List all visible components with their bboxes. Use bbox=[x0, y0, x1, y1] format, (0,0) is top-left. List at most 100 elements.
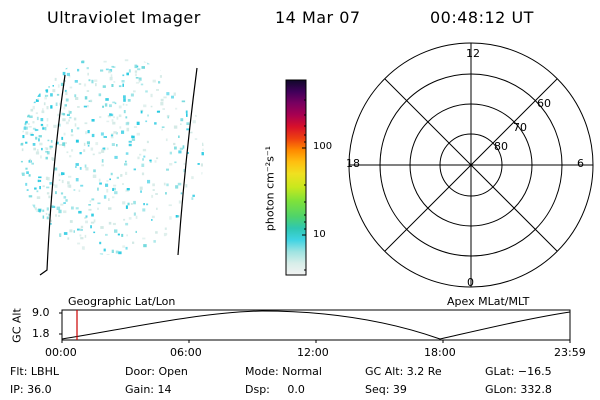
emission-speckle bbox=[57, 113, 60, 117]
emission-speckle bbox=[152, 189, 155, 191]
emission-speckle bbox=[23, 220, 26, 224]
emission-speckle bbox=[35, 59, 39, 63]
meridian-line-right bbox=[177, 67, 198, 256]
emission-speckle bbox=[110, 172, 113, 176]
emission-speckle bbox=[183, 169, 186, 173]
emission-speckle bbox=[166, 92, 170, 96]
emission-speckle bbox=[163, 182, 166, 186]
colorbar-tick-100: 100 bbox=[313, 141, 333, 152]
emission-speckle bbox=[60, 192, 64, 195]
emission-speckle bbox=[29, 234, 32, 238]
emission-speckle bbox=[80, 237, 84, 240]
emission-speckle bbox=[123, 98, 126, 102]
emission-speckle bbox=[28, 195, 33, 198]
emission-speckle bbox=[118, 251, 122, 255]
status-dsp: Dsp: 0.0 bbox=[245, 383, 305, 396]
emission-speckle bbox=[130, 93, 134, 97]
emission-speckle bbox=[112, 188, 114, 191]
emission-speckle bbox=[34, 249, 38, 252]
emission-speckle bbox=[88, 208, 92, 211]
emission-speckle bbox=[91, 133, 95, 138]
emission-speckle bbox=[25, 126, 28, 130]
emission-speckle bbox=[38, 209, 41, 213]
emission-speckle bbox=[38, 138, 40, 142]
emission-speckle bbox=[52, 72, 55, 75]
emission-speckle bbox=[141, 163, 145, 167]
emission-speckle bbox=[109, 69, 113, 72]
emission-speckle bbox=[39, 236, 43, 238]
emission-speckle bbox=[78, 83, 82, 85]
emission-speckle bbox=[202, 110, 204, 113]
emission-speckle bbox=[67, 113, 70, 116]
emission-speckle bbox=[29, 73, 32, 76]
emission-speckle bbox=[125, 189, 129, 192]
emission-speckle bbox=[114, 229, 118, 233]
emission-speckle bbox=[133, 200, 136, 205]
emission-speckle bbox=[180, 118, 184, 122]
emission-speckle bbox=[185, 62, 189, 65]
emission-speckle bbox=[59, 233, 62, 237]
emission-speckle bbox=[36, 116, 39, 121]
emission-speckle bbox=[78, 210, 82, 214]
emission-speckle bbox=[166, 168, 169, 171]
emission-speckle bbox=[111, 84, 114, 87]
emission-speckle bbox=[51, 157, 53, 161]
emission-speckle bbox=[90, 147, 94, 151]
emission-speckle bbox=[133, 90, 136, 93]
emission-speckle bbox=[30, 218, 34, 222]
emission-speckle bbox=[91, 119, 95, 122]
emission-speckle bbox=[113, 131, 117, 134]
emission-speckle bbox=[39, 81, 43, 84]
emission-speckle bbox=[42, 67, 44, 69]
status-gc-alt: GC Alt: 3.2 Re bbox=[365, 365, 442, 378]
emission-speckle bbox=[141, 172, 145, 176]
emission-speckle bbox=[36, 149, 39, 152]
emission-speckle bbox=[133, 168, 136, 171]
emission-speckle bbox=[101, 164, 104, 167]
emission-speckle bbox=[143, 203, 145, 206]
emission-speckle bbox=[27, 59, 30, 63]
emission-speckle bbox=[152, 183, 155, 187]
emission-speckle bbox=[24, 99, 29, 102]
emission-speckle bbox=[68, 75, 71, 78]
emission-speckle bbox=[61, 136, 64, 140]
emission-speckle bbox=[83, 142, 86, 146]
emission-speckle bbox=[102, 147, 106, 150]
emission-speckle bbox=[199, 242, 201, 246]
emission-speckle bbox=[21, 130, 24, 133]
emission-speckle bbox=[146, 140, 149, 144]
emission-speckle bbox=[94, 79, 98, 82]
emission-speckle bbox=[44, 94, 47, 97]
emission-speckle bbox=[32, 204, 36, 208]
emission-speckle bbox=[154, 160, 157, 163]
emission-speckle bbox=[85, 220, 88, 224]
emission-speckle bbox=[36, 190, 39, 193]
emission-speckle bbox=[125, 171, 128, 175]
emission-speckle bbox=[44, 97, 47, 100]
emission-speckle bbox=[122, 83, 124, 87]
emission-speckle bbox=[163, 248, 167, 251]
emission-speckle bbox=[128, 143, 132, 147]
emission-speckle bbox=[81, 60, 85, 63]
emission-speckle bbox=[125, 246, 128, 250]
emission-speckle bbox=[185, 184, 188, 188]
emission-speckle bbox=[83, 83, 87, 87]
emission-speckle bbox=[160, 66, 164, 71]
emission-speckle bbox=[24, 190, 27, 192]
emission-speckle bbox=[22, 135, 25, 139]
emission-speckle bbox=[93, 169, 96, 173]
emission-speckle bbox=[87, 256, 90, 258]
emission-speckle bbox=[31, 162, 34, 165]
status-mode: Mode: Normal bbox=[245, 365, 322, 378]
emission-speckle bbox=[46, 151, 50, 155]
emission-speckle bbox=[50, 140, 53, 143]
emission-speckle bbox=[192, 194, 195, 197]
emission-speckle bbox=[45, 156, 48, 160]
emission-speckle bbox=[140, 83, 144, 86]
emission-speckle bbox=[32, 105, 35, 110]
emission-speckle bbox=[46, 124, 49, 127]
emission-speckle bbox=[134, 70, 138, 73]
emission-speckle bbox=[42, 108, 44, 111]
emission-speckle bbox=[35, 99, 39, 102]
emission-speckle bbox=[36, 259, 39, 261]
